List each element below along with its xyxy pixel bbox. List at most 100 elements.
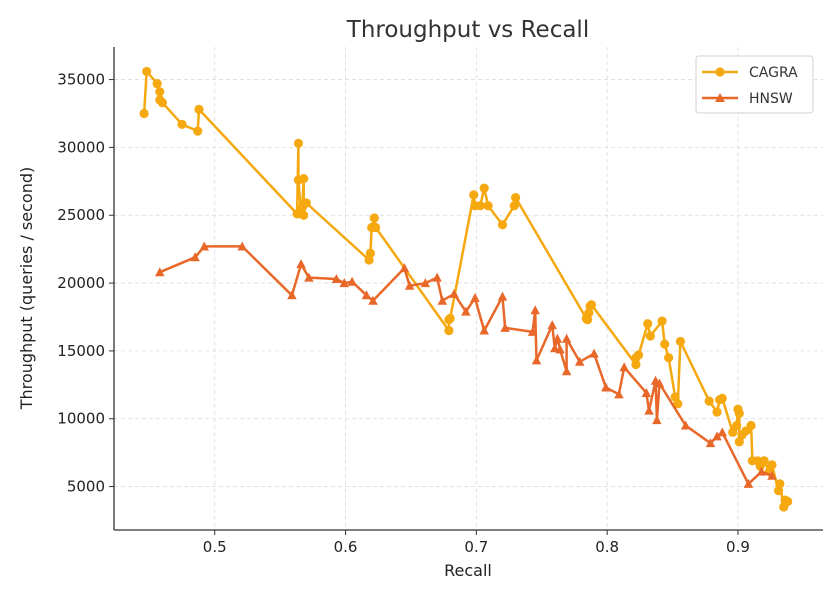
data-point-hnsw (756, 466, 767, 476)
data-point-cagra (177, 119, 187, 129)
data-point-hnsw (155, 267, 165, 277)
data-point-hnsw (190, 252, 200, 262)
legend-hnsw-marker (715, 93, 725, 102)
data-point-hnsw (552, 333, 563, 343)
data-point-cagra (142, 66, 152, 77)
data-point-cagra (775, 479, 785, 489)
data-point-cagra (734, 408, 744, 418)
data-point-cagra (717, 393, 727, 403)
x-tick-label: 0.8 (595, 538, 619, 556)
data-point-cagra (157, 98, 168, 108)
data-point-cagra (510, 192, 521, 203)
x-tick-label: 0.9 (726, 538, 750, 556)
y-ticks: 5000 10000 15000 20000 25000 30000 35000 (57, 71, 114, 496)
legend-hnsw-label: HNSW (749, 91, 793, 107)
data-point-hnsw (497, 291, 508, 301)
data-point-cagra (193, 126, 203, 136)
data-point-hnsw (296, 259, 306, 269)
data-point-hnsw (561, 366, 572, 376)
data-point-hnsw (399, 263, 410, 273)
data-point-cagra (475, 201, 485, 211)
data-point-hnsw (589, 348, 599, 358)
data-point-cagra (633, 350, 644, 360)
data-point-cagra (675, 336, 686, 347)
data-point-cagra (746, 420, 756, 431)
x-tick-label: 0.5 (203, 538, 227, 556)
y-tick-label: 20000 (57, 274, 105, 292)
data-point-hnsw (479, 325, 489, 335)
y-tick-label: 5000 (67, 478, 105, 496)
data-point-hnsw (601, 382, 611, 392)
data-point-cagra (645, 331, 655, 341)
data-point-cagra (444, 325, 454, 336)
data-point-cagra (301, 198, 311, 208)
data-point-cagra (657, 316, 667, 326)
data-point-hnsw (680, 420, 691, 430)
data-point-hnsw (304, 272, 314, 282)
data-point-cagra (139, 108, 149, 119)
data-point-hnsw (368, 295, 378, 305)
data-point-cagra (586, 300, 597, 310)
data-point-hnsw (237, 241, 247, 251)
data-point-hnsw (717, 427, 728, 437)
data-point-hnsw (331, 274, 342, 284)
legend: CAGRA HNSW (695, 55, 814, 114)
data-point-hnsw (547, 320, 557, 330)
data-point-hnsw (654, 378, 665, 388)
chart-title: Throughput vs Recall (346, 17, 589, 43)
data-point-hnsw (420, 278, 431, 288)
x-tick-label: 0.7 (464, 538, 488, 556)
data-point-hnsw (641, 387, 652, 397)
data-point-hnsw (339, 278, 349, 288)
data-point-hnsw (652, 415, 662, 425)
data-point-hnsw (531, 355, 542, 365)
data-point-cagra (369, 213, 379, 223)
data-point-hnsw (449, 288, 459, 298)
data-point-cagra (783, 496, 793, 507)
data-point-hnsw (199, 241, 210, 251)
data-point-hnsw (361, 290, 372, 300)
data-point-cagra (299, 210, 309, 220)
data-point-hnsw (743, 478, 754, 488)
x-tick-label: 0.6 (334, 538, 358, 556)
x-axis-label: Recall (444, 561, 492, 580)
data-point-hnsw (619, 362, 629, 372)
data-point-cagra (509, 201, 519, 211)
data-point-cagra (365, 248, 375, 258)
data-point-hnsw (767, 470, 777, 480)
data-point-cagra (660, 339, 670, 349)
series-layer (139, 66, 793, 512)
data-point-cagra (155, 87, 165, 97)
series-hnsw (155, 241, 777, 488)
data-point-hnsw (527, 326, 538, 336)
y-axis-label: Throughput (queries / second) (17, 167, 36, 410)
data-point-hnsw (500, 322, 510, 332)
data-point-cagra (293, 138, 304, 148)
data-point-cagra (759, 456, 769, 466)
data-point-hnsw (705, 438, 716, 448)
data-point-hnsw (614, 389, 624, 399)
data-point-cagra (445, 313, 455, 323)
data-point-cagra (643, 319, 653, 329)
data-point-hnsw (287, 290, 297, 300)
data-point-hnsw (712, 431, 722, 441)
data-point-hnsw (470, 292, 480, 302)
data-point-cagra (712, 407, 722, 417)
data-point-cagra (497, 220, 508, 230)
data-point-cagra (728, 427, 738, 437)
series-cagra (139, 66, 793, 512)
y-tick-label: 35000 (57, 71, 105, 89)
data-point-hnsw (530, 305, 540, 315)
data-point-cagra (299, 174, 309, 184)
y-tick-label: 15000 (57, 342, 105, 360)
axes (113, 47, 823, 531)
y-tick-label: 30000 (57, 138, 105, 156)
data-point-cagra (631, 359, 641, 370)
data-point-hnsw (437, 295, 448, 305)
data-point-cagra (767, 460, 777, 470)
legend-cagra-label: CAGRA (749, 65, 798, 81)
data-point-hnsw (550, 343, 560, 353)
data-point-cagra (194, 104, 204, 115)
data-point-hnsw (347, 276, 357, 286)
